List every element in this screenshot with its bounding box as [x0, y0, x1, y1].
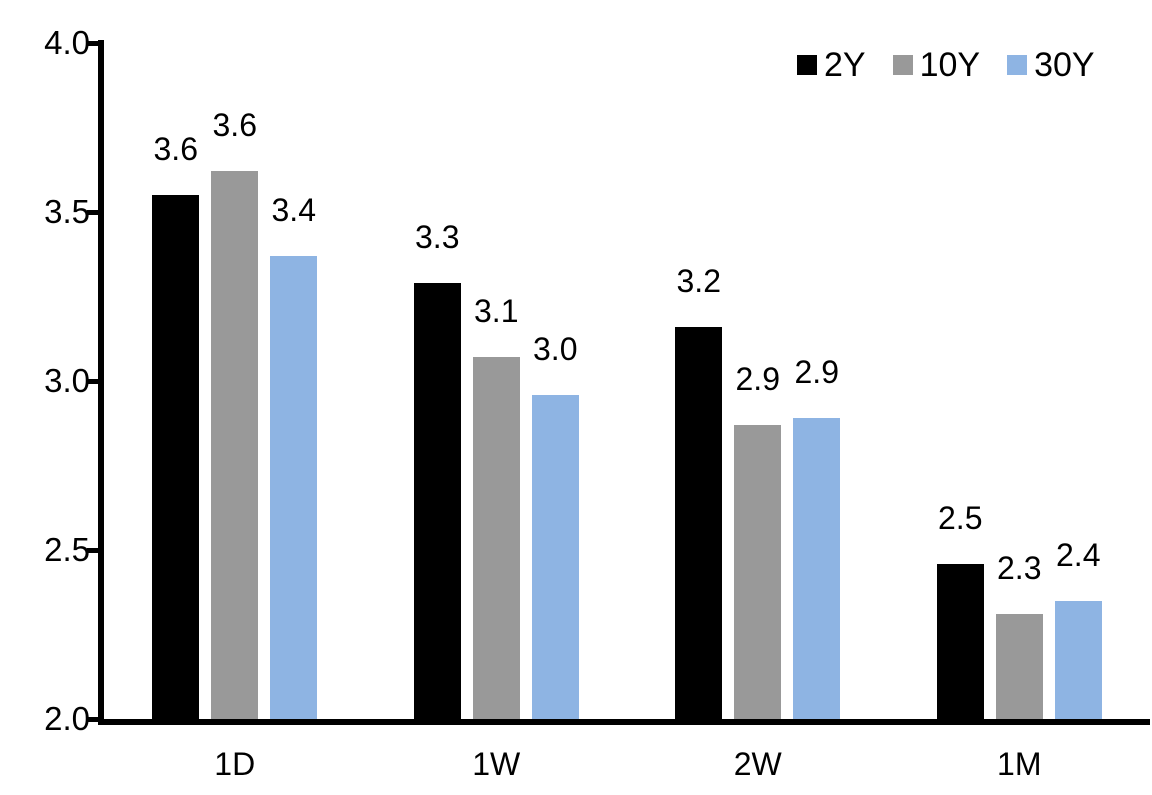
y-tick — [87, 547, 98, 553]
x-axis-line — [98, 719, 1150, 725]
bar-value-label: 3.4 — [271, 191, 316, 228]
bar-value-label: 2.3 — [997, 550, 1042, 587]
legend-swatch-icon — [892, 55, 913, 75]
bar-10Y-1W — [472, 357, 520, 721]
bar-value-label: 2.9 — [735, 360, 780, 397]
bar-value-label: 3.6 — [212, 107, 257, 144]
bar-value-label: 3.0 — [533, 330, 578, 367]
y-tick-label: 3.0 — [44, 362, 90, 399]
x-axis-label-1W: 1W — [472, 746, 521, 782]
bar-value-label: 2.9 — [794, 354, 839, 391]
y-tick-label: 4.0 — [44, 24, 90, 61]
legend-label: 2Y — [824, 46, 866, 84]
y-tick — [87, 378, 98, 384]
y-axis-line — [98, 40, 104, 725]
bar-30Y-2W — [793, 418, 841, 721]
legend-item-30Y: 30Y — [1007, 45, 1095, 85]
legend-label: 30Y — [1034, 46, 1095, 84]
y-tick-label: 2.0 — [44, 700, 90, 737]
legend-item-10Y: 10Y — [892, 45, 981, 85]
bar-value-label: 3.6 — [153, 131, 198, 168]
bar-value-label: 3.1 — [474, 293, 519, 330]
bar-10Y-2W — [734, 424, 782, 721]
bar-10Y-1D — [211, 171, 259, 721]
bar-2Y-1W — [413, 282, 461, 721]
y-tick — [87, 40, 98, 46]
bar-10Y-1M — [995, 614, 1043, 721]
y-tick — [87, 209, 98, 215]
y-tick-label: 2.5 — [44, 531, 90, 568]
y-tick-label: 3.5 — [44, 193, 90, 230]
legend-item-2Y: 2Y — [797, 45, 866, 85]
bar-value-label: 2.5 — [938, 499, 983, 536]
bar-2Y-1D — [152, 195, 200, 721]
bar-value-label: 2.4 — [1056, 536, 1101, 573]
x-axis-label-2W: 2W — [733, 746, 782, 782]
bar-30Y-1D — [270, 255, 318, 721]
legend-swatch-icon — [797, 55, 817, 75]
bar-2Y-1M — [936, 563, 984, 721]
bar-value-label: 3.3 — [415, 218, 460, 255]
bar-2Y-2W — [675, 326, 723, 721]
legend-label: 10Y — [919, 46, 981, 84]
x-axis-label-1D: 1D — [214, 746, 256, 782]
y-tick — [87, 716, 98, 722]
legend-swatch-icon — [1007, 55, 1028, 75]
bar-value-label: 3.2 — [676, 262, 721, 299]
bar-30Y-1W — [531, 394, 579, 721]
bar-30Y-1M — [1054, 600, 1102, 721]
x-axis-label-1M: 1M — [997, 746, 1042, 782]
legend: 2Y 10Y 30Y — [797, 45, 1095, 85]
